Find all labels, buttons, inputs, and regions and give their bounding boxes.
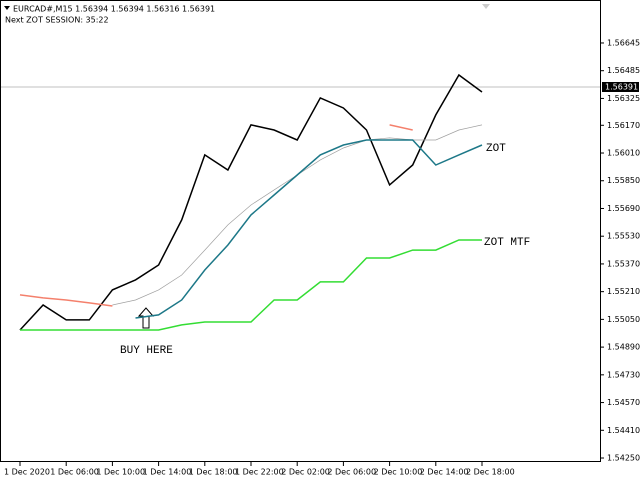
x-tick-label: 1 Dec 22:00 bbox=[235, 468, 284, 477]
y-tick-label: 1.55210 bbox=[607, 287, 640, 296]
x-tick-label: 1 Dec 2020 bbox=[4, 468, 50, 477]
x-tick-label: 2 Dec 18:00 bbox=[466, 468, 515, 477]
y-tick-label: 1.54730 bbox=[607, 370, 640, 379]
x-tick-label: 2 Dec 14:00 bbox=[420, 468, 469, 477]
y-tick-label: 1.56325 bbox=[607, 94, 640, 103]
y-tick-label: 1.54570 bbox=[607, 398, 640, 407]
y-tick-label: 1.54250 bbox=[607, 454, 640, 463]
x-tick-label: 1 Dec 18:00 bbox=[189, 468, 238, 477]
x-tick-label: 2 Dec 02:00 bbox=[281, 468, 330, 477]
y-tick-label: 1.56170 bbox=[607, 121, 640, 130]
plot-frame bbox=[0, 0, 601, 462]
y-tick-label: 1.55530 bbox=[607, 232, 640, 241]
series-line bbox=[19, 73, 483, 331]
chart-subtitle: Next ZOT SESSION: 35:22 bbox=[5, 16, 109, 25]
last-price-label: 1.56391 bbox=[605, 82, 638, 91]
y-tick-label: 1.55690 bbox=[607, 204, 640, 213]
y-tick-label: 1.54410 bbox=[607, 426, 640, 435]
y-tick-label: 1.55850 bbox=[607, 176, 640, 185]
annotation: BUY HERE bbox=[120, 345, 173, 357]
x-tick-label: 2 Dec 06:00 bbox=[327, 468, 376, 477]
chart-title: EURCAD#,M15 1.56394 1.56394 1.56316 1.56… bbox=[13, 5, 215, 14]
series-line bbox=[135, 139, 483, 319]
x-tick-label: 1 Dec 10:00 bbox=[96, 468, 145, 477]
y-tick-label: 1.55050 bbox=[607, 315, 640, 324]
x-tick-label: 1 Dec 14:00 bbox=[143, 468, 192, 477]
annotation: ZOT bbox=[486, 143, 506, 155]
shift-marker bbox=[482, 4, 490, 9]
series-line bbox=[19, 124, 413, 307]
series-line bbox=[112, 124, 483, 306]
y-tick-label: 1.55370 bbox=[607, 259, 640, 268]
y-tick-label: 1.56485 bbox=[607, 66, 640, 75]
x-tick-label: 1 Dec 06:00 bbox=[50, 468, 99, 477]
y-tick-label: 1.56010 bbox=[607, 149, 640, 158]
annotation: ZOT MTF bbox=[484, 237, 530, 249]
y-tick-label: 1.54890 bbox=[607, 343, 640, 352]
series-line bbox=[20, 239, 482, 331]
x-tick-label: 2 Dec 10:00 bbox=[374, 468, 423, 477]
last-price-box bbox=[602, 81, 639, 92]
menu-icon[interactable] bbox=[4, 6, 10, 10]
y-tick-label: 1.56645 bbox=[607, 38, 640, 47]
